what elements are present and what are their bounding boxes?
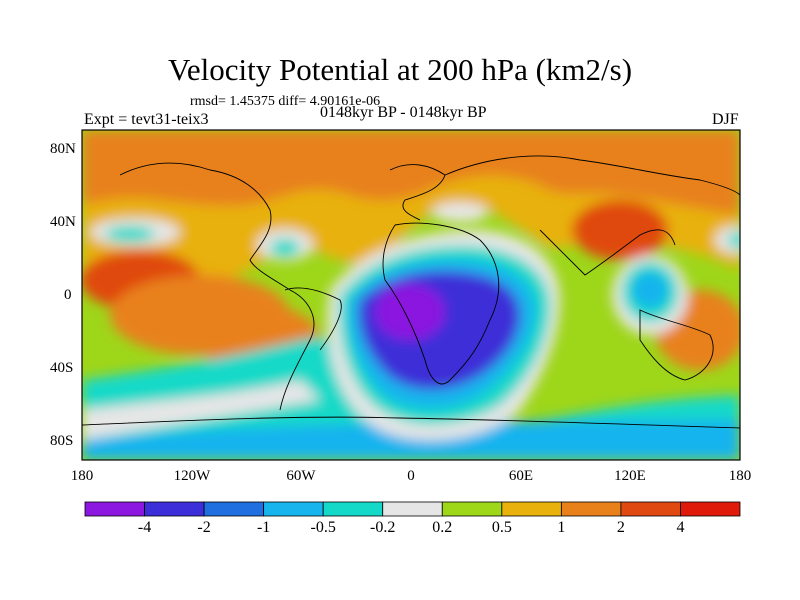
colorbar-swatch xyxy=(620,501,681,517)
lon-label-180e: 180 xyxy=(728,468,752,484)
contour-field xyxy=(82,130,740,460)
colorbar-label: 0.2 xyxy=(432,519,453,536)
colorbar-label: 0.5 xyxy=(491,519,512,536)
lon-label-0: 0 xyxy=(407,468,415,484)
stats-label: rmsd= 1.45375 diff= 4.90161e-06 xyxy=(190,94,381,109)
colorbar-swatch xyxy=(263,501,324,517)
colorbar-label: -4 xyxy=(137,519,152,536)
colorbar-swatch xyxy=(144,501,205,517)
lat-label-80s: 80S xyxy=(50,433,74,449)
coastlines xyxy=(82,155,740,429)
colorbar xyxy=(84,501,741,517)
colorbar-swatch xyxy=(84,501,145,517)
lon-label-120w: 120W xyxy=(173,468,211,484)
colorbar-label: 1 xyxy=(557,519,566,536)
colorbar-swatch xyxy=(382,501,443,517)
lon-label-180w: 180 xyxy=(70,468,94,484)
colorbar-label: -2 xyxy=(197,519,211,536)
experiment-label: Expt = tevt31-teix3 xyxy=(84,111,209,128)
lat-label-40n: 40N xyxy=(50,214,76,230)
colorbar-swatch xyxy=(441,501,503,517)
colorbar-swatch xyxy=(203,501,265,517)
colorbar-label: -0.5 xyxy=(310,519,336,536)
lon-label-120e: 120E xyxy=(614,468,646,484)
colorbar-label: 2 xyxy=(616,519,625,536)
season-label: DJF xyxy=(712,111,739,128)
colorbar-swatch xyxy=(680,501,741,517)
lon-label-60w: 60W xyxy=(286,468,316,484)
colorbar-label: -1 xyxy=(256,519,271,536)
lat-label-0: 0 xyxy=(64,287,72,303)
colorbar-label: -0.2 xyxy=(370,519,396,536)
colorbar-swatch xyxy=(560,501,622,517)
lat-label-40s: 40S xyxy=(50,360,74,376)
period-label: 0148kyr BP - 0148kyr BP xyxy=(320,104,487,121)
lon-label-60e: 60E xyxy=(508,468,534,484)
map-title: Velocity Potential at 200 hPa (km2/s) xyxy=(167,52,633,87)
lat-label-80n: 80N xyxy=(50,141,76,157)
colorbar-swatch xyxy=(501,501,562,517)
colorbar-swatch xyxy=(322,501,384,517)
colorbar-label: 4 xyxy=(676,519,685,536)
map-frame xyxy=(81,129,741,461)
